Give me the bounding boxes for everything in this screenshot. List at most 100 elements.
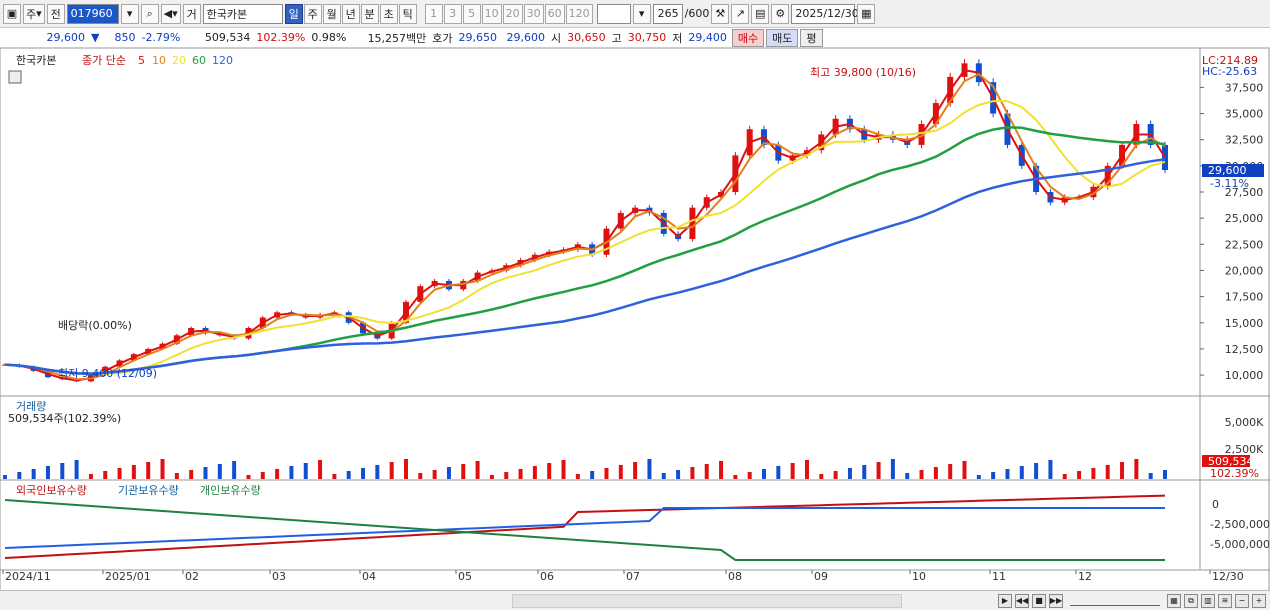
interval-tab[interactable]: 30 — [523, 3, 544, 24]
avg-button[interactable]: 평 — [800, 28, 823, 47]
interval-dropdown-icon[interactable]: ▾ — [632, 3, 651, 24]
count-input[interactable]: 265 — [652, 3, 683, 24]
y-tick-label: 32,500 — [1225, 134, 1264, 147]
stock-code-input[interactable]: 017960 — [66, 3, 119, 24]
hoga-label: 호가 — [432, 31, 453, 45]
period-tab[interactable]: 주 — [303, 3, 322, 24]
dividend-annotation: 배당락(0.00%) — [58, 319, 132, 332]
gu-label: 거 — [182, 3, 201, 24]
search-icon[interactable]: ⌕ — [140, 3, 159, 24]
volume-bar — [246, 475, 251, 479]
last-price-box — [1202, 164, 1264, 177]
period-tab[interactable]: 일 — [284, 3, 303, 24]
low-label: 저 — [672, 31, 683, 45]
next-icon[interactable]: ▶▶ — [1049, 593, 1063, 608]
volume-bar — [489, 475, 494, 479]
tools-icon[interactable]: ⚒ — [711, 3, 730, 24]
calendar-icon[interactable]: ▦ — [857, 3, 876, 24]
down-arrow-icon: ▼ — [91, 31, 100, 44]
volume-bar — [103, 471, 108, 479]
turnover: 0.98% — [311, 31, 347, 44]
y-tick-label: 12,500 — [1225, 343, 1264, 356]
horizontal-scrollbar[interactable] — [512, 594, 902, 608]
interval-tab[interactable]: 3 — [443, 3, 462, 24]
layout-icon[interactable]: ▦ — [1167, 593, 1181, 608]
gear-icon[interactable]: ⚙ — [771, 3, 790, 24]
blank-field[interactable] — [596, 3, 631, 24]
amount: 15,257백만 — [367, 31, 427, 45]
x-tick-label: 2025/01 — [105, 570, 151, 583]
hc-label: HC:-25.63 — [1202, 65, 1257, 78]
volume-bar — [389, 462, 394, 479]
volume-bar — [203, 467, 208, 479]
interval-tab[interactable]: 60 — [544, 3, 565, 24]
volume-bar — [661, 473, 666, 479]
period-tab[interactable]: 분 — [360, 3, 379, 24]
buy-button[interactable]: 매수 — [731, 28, 765, 47]
legend-close: 종가 단순 — [82, 54, 126, 67]
volume-bar — [991, 472, 996, 479]
volume-bar — [289, 466, 294, 479]
sell-button[interactable]: 매도 — [766, 28, 799, 47]
volume-bar — [1019, 466, 1024, 479]
chart-frame — [0, 48, 1270, 592]
open-label: 시 — [551, 31, 562, 45]
holding-tick-label: -5,000,000 — [1210, 538, 1270, 551]
volume-bar — [1134, 459, 1139, 479]
volume-bar — [776, 466, 781, 479]
stop-icon[interactable]: ■ — [1032, 593, 1046, 608]
price-chart[interactable]: 37,50035,00032,50030,00027,50025,00022,5… — [0, 48, 1270, 592]
line-icon[interactable]: ≋ — [1218, 593, 1232, 608]
legend-ma-5: 5 — [138, 54, 145, 67]
period-tab[interactable]: 틱 — [398, 3, 417, 24]
legend-name: 한국카본 — [16, 54, 56, 67]
candle-body — [1162, 144, 1168, 171]
zoom-slider[interactable] — [1070, 596, 1160, 606]
legend-ma-10: 10 — [152, 54, 166, 67]
x-tick-label: 04 — [362, 570, 376, 583]
save-icon[interactable]: ▤ — [751, 3, 770, 24]
volume-bar — [1048, 460, 1053, 479]
interval-tab[interactable]: 10 — [481, 3, 502, 24]
code-dropdown-icon[interactable]: ▾ — [120, 3, 139, 24]
interval-tab[interactable]: 120 — [565, 3, 593, 24]
draw-icon[interactable]: ↗ — [731, 3, 750, 24]
holding-title-1: 기관보유수량 — [118, 484, 179, 497]
zoom-in-icon[interactable]: + — [1252, 593, 1266, 608]
date-input[interactable]: 2025/12/30 — [791, 3, 859, 24]
volume-bar — [919, 470, 924, 479]
volume-bar — [532, 466, 537, 479]
lc-label: LC:214.89 — [1202, 54, 1258, 67]
volume-bar — [189, 470, 194, 479]
volume-bar — [804, 460, 809, 479]
holding-title-0: 외국인보유수량 — [16, 484, 87, 497]
period-tab[interactable]: 월 — [322, 3, 341, 24]
interval-tab[interactable]: 1 — [424, 3, 443, 24]
volume-last-box — [1202, 455, 1250, 467]
bar-icon[interactable]: ▥ — [1201, 593, 1215, 608]
x-tick-label: 06 — [540, 570, 554, 583]
volume-bar — [633, 462, 638, 479]
period-tab[interactable]: 초 — [379, 3, 398, 24]
prev-icon[interactable]: ◀◀ — [1015, 593, 1029, 608]
volume-bar — [361, 468, 366, 479]
chart-menu-icon[interactable]: ▣ — [3, 3, 21, 24]
speaker-icon[interactable]: ◀▾ — [160, 3, 181, 24]
quote-bar: 29,600 ▼ 850 -2.79% 509,534 102.39% 0.98… — [0, 28, 1270, 48]
period-tab[interactable]: 년 — [341, 3, 360, 24]
foreign-holding-line — [4, 494, 1166, 559]
zoom-out-icon[interactable]: − — [1235, 593, 1249, 608]
volume-bar — [74, 460, 79, 479]
play-icon[interactable]: ▶ — [998, 593, 1012, 608]
y-tick-label: 37,500 — [1225, 81, 1264, 94]
volume-bar — [790, 463, 795, 479]
high-label: 고 — [611, 31, 622, 45]
prev-button[interactable]: 전 — [46, 3, 65, 24]
volume-bar — [676, 470, 681, 479]
market-select[interactable]: 주 ▾ — [23, 3, 45, 24]
interval-tab[interactable]: 5 — [462, 3, 481, 24]
copy-icon[interactable]: ⧉ — [1184, 593, 1198, 608]
bottom-bar: ▶ ◀◀ ■ ▶▶ ▦ ⧉ ▥ ≋ − + — [0, 590, 1270, 610]
legend-ma-120: 120 — [212, 54, 233, 67]
interval-tab[interactable]: 20 — [502, 3, 523, 24]
